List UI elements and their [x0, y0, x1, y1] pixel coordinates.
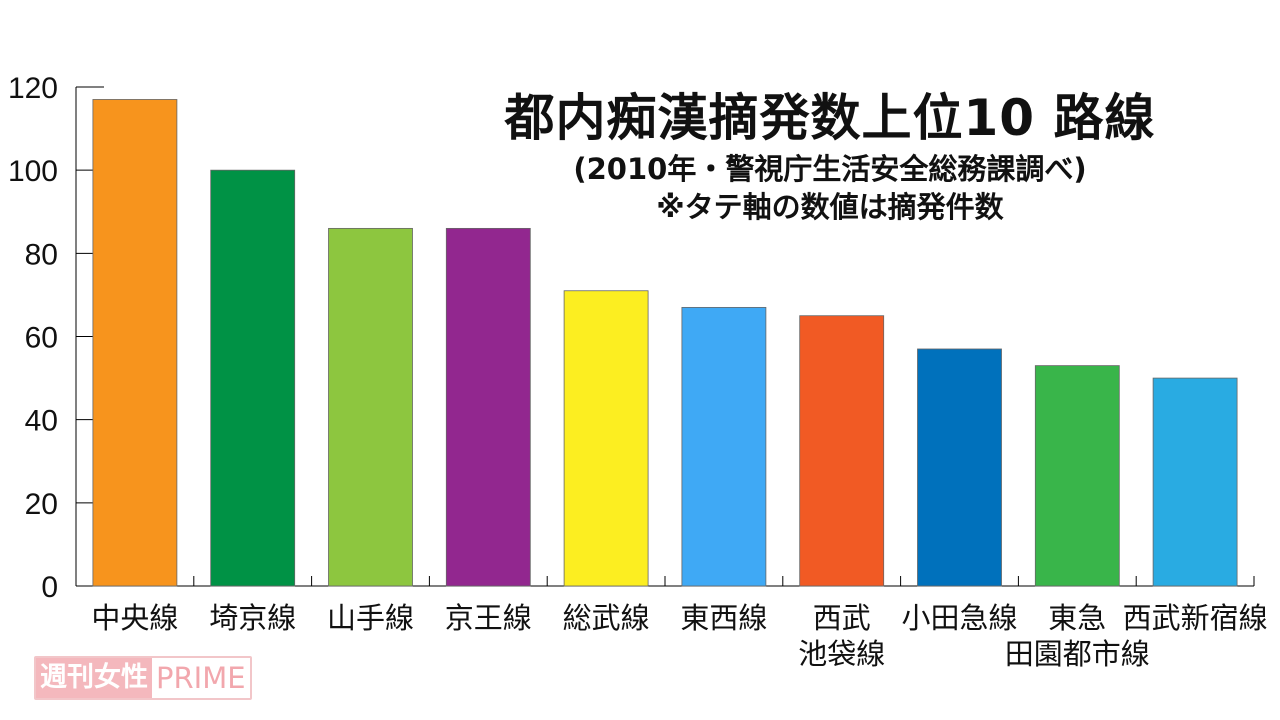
- chart-subtitle-line-1: (2010年・警視庁生活安全総務課調べ): [573, 152, 1087, 186]
- x-tick-label: 山手線: [327, 601, 414, 635]
- chart-title: 都内痴漢摘発数上位10 路線: [504, 89, 1156, 147]
- bar: [917, 348, 1002, 587]
- x-tick-label: 中央線: [91, 601, 178, 635]
- y-tick-label: 40: [25, 405, 58, 438]
- bar: [799, 315, 885, 587]
- bar: [210, 169, 296, 587]
- x-tick-label: 東西線: [680, 601, 767, 635]
- y-tick-label: 20: [25, 488, 58, 521]
- logo-text-jp: 週刊女性: [36, 658, 152, 698]
- x-tick-label: 西武: [813, 601, 871, 635]
- x-tick-label: 埼京線: [209, 601, 296, 635]
- publisher-logo: 週刊女性 PRIME: [34, 656, 252, 700]
- x-tick-label: 小田急線: [901, 601, 1017, 635]
- x-tick-label: 総武線: [563, 601, 650, 635]
- x-tick-label: 京王線: [445, 601, 532, 635]
- y-tick-label: 60: [25, 322, 58, 355]
- bar: [92, 99, 178, 587]
- y-tick-label: 120: [8, 72, 58, 105]
- x-tick-label: 西武新宿線: [1123, 601, 1268, 635]
- bar: [1034, 365, 1120, 587]
- logo-text-en: PRIME: [152, 658, 250, 698]
- bar: [328, 227, 413, 587]
- bar: [681, 306, 767, 587]
- x-tick-label: 池袋線: [798, 637, 885, 671]
- y-tick-label: 0: [41, 571, 58, 604]
- chart-subtitle: (2010年・警視庁生活安全総務課調べ) ※タテ軸の数値は摘発件数: [440, 150, 1220, 226]
- x-tick-label: 東急: [1048, 601, 1106, 635]
- y-tick-label: 80: [25, 238, 58, 271]
- chart-subtitle-line-2: ※タテ軸の数値は摘発件数: [656, 190, 1004, 224]
- y-tick-label: 100: [8, 155, 58, 188]
- bar: [1152, 377, 1238, 587]
- bar: [563, 290, 649, 587]
- bar: [445, 227, 531, 587]
- x-tick-label: 田園都市線: [1005, 637, 1150, 671]
